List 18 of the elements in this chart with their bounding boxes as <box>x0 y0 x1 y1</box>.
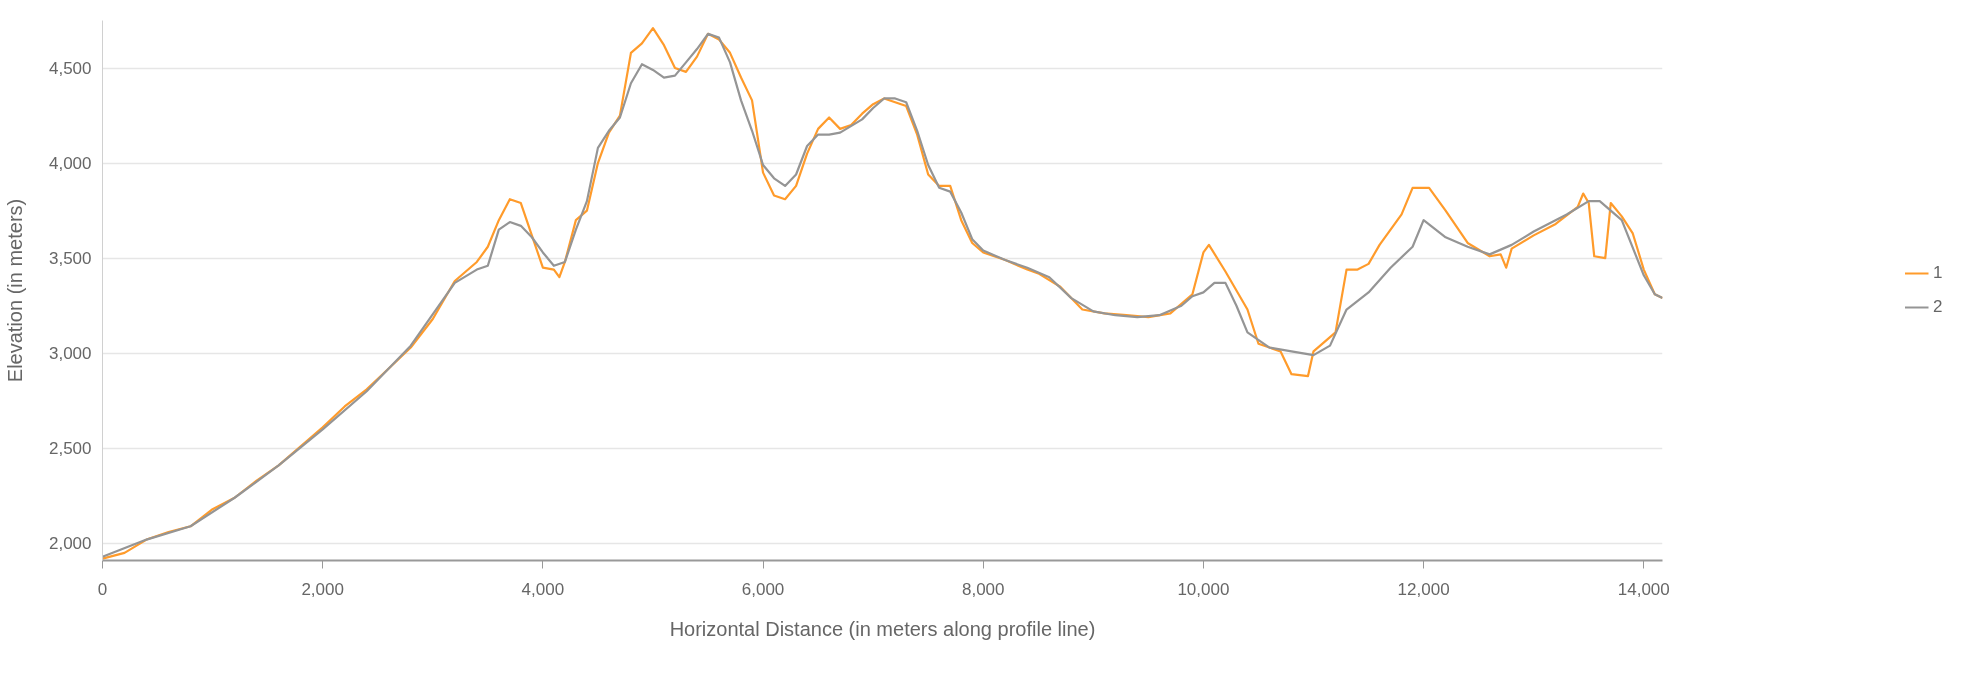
y-tick-label: 2,500 <box>48 439 92 459</box>
x-tick-label: 12,000 <box>1397 579 1450 599</box>
y-tick-label: 4,500 <box>48 59 92 79</box>
x-tick-label: 0 <box>97 579 108 599</box>
legend-label: 1 <box>1933 263 1944 283</box>
y-tick-label: 3,500 <box>48 249 92 269</box>
legend-label: 2 <box>1933 297 1944 317</box>
x-tick-label: 2,000 <box>301 579 344 599</box>
x-axis-title: Horizontal Distance (in meters along profile line) <box>669 617 1096 640</box>
x-tick-label: 8,000 <box>961 579 1005 599</box>
x-tick-label: 4,000 <box>521 579 565 599</box>
x-tick-label: 14,000 <box>1617 579 1670 599</box>
y-tick-label: 2,000 <box>48 534 92 554</box>
x-tick-label: 10,000 <box>1177 579 1230 599</box>
y-tick-label: 4,000 <box>48 154 92 174</box>
y-axis-title: Elevation (in meters) <box>3 198 26 383</box>
y-tick-label: 3,000 <box>48 344 92 364</box>
x-tick-label: 6,000 <box>741 579 785 599</box>
